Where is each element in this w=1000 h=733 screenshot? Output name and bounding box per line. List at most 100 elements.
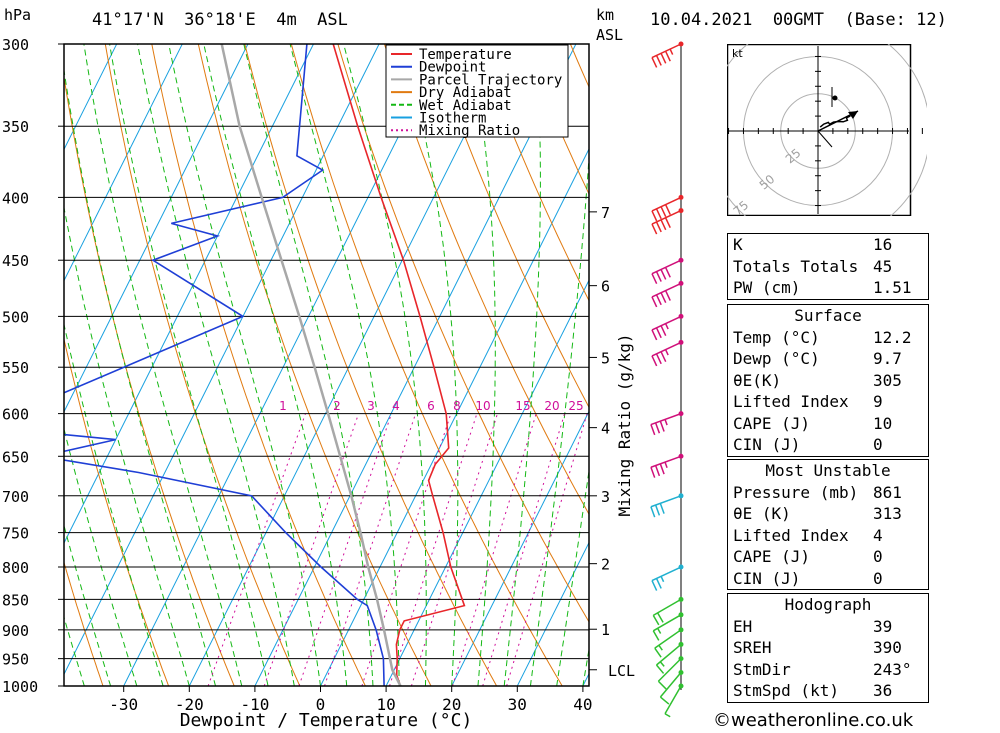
y-tick-label: 750 xyxy=(2,525,29,543)
x-tick-label: 40 xyxy=(573,695,592,714)
y-tick-label: 1000 xyxy=(2,678,38,696)
wind-barb-flag xyxy=(654,422,661,434)
y-tick-label: 300 xyxy=(2,36,29,54)
index-value: 16 xyxy=(873,235,893,254)
wind-barb-flag xyxy=(655,294,662,306)
y-tick-label: 400 xyxy=(2,189,29,207)
dry-adiabat-line xyxy=(64,560,104,686)
legend-entry: Dewpoint xyxy=(419,60,486,76)
height-tick-label: 2 xyxy=(601,556,610,574)
wind-barb-flag xyxy=(669,48,674,55)
x-tick-label: -10 xyxy=(240,695,269,714)
wind-barb xyxy=(654,629,682,649)
location-title: 41°17'N 36°18'E 4m ASL xyxy=(92,10,348,30)
surface-label: Temp (°C) xyxy=(733,327,820,347)
wind-barb-flag xyxy=(655,353,662,365)
surface-label: CAPE (J) xyxy=(733,413,811,433)
index-row: Totals Totals 45 xyxy=(728,256,928,278)
surface-title: Surface xyxy=(794,306,862,325)
surface-value: 305 xyxy=(873,370,902,390)
wet-adiabat-line xyxy=(529,150,589,686)
wind-barb-flag xyxy=(651,329,658,341)
index-row: PW (cm) 1.51 xyxy=(728,277,928,299)
dry-adiabat-line xyxy=(430,44,589,409)
hodograph-stat-row: StmDir 243° xyxy=(728,659,928,681)
wind-barb-flag xyxy=(651,296,658,308)
wind-barb-flag xyxy=(650,466,656,478)
wind-barb-flag xyxy=(660,219,667,231)
height-unit-label: km xyxy=(596,6,615,24)
wind-barb-flag xyxy=(655,55,662,66)
wet-adiabat-line xyxy=(64,205,190,686)
wind-barb-flag xyxy=(654,647,662,658)
height-tick-label: 3 xyxy=(601,488,610,506)
wind-barb-flag xyxy=(651,273,658,285)
height-unit-label-asl: ASL xyxy=(596,26,624,44)
wind-barb xyxy=(651,259,682,275)
height-tick-label: 1 xyxy=(601,621,610,639)
wind-barb xyxy=(652,598,682,616)
wind-barb-flag xyxy=(664,50,671,62)
y-tick-label: 900 xyxy=(2,622,29,640)
wind-barb-flag xyxy=(664,267,671,278)
legend-entry: Parcel Trajectory xyxy=(419,72,562,88)
most-unstable-label: CIN (J) xyxy=(733,568,801,588)
legend-entry: Dry Adiabat xyxy=(419,85,512,101)
wind-barb-flag xyxy=(650,506,656,518)
isotherm-line xyxy=(451,410,589,686)
dry-adiabat-line xyxy=(942,44,1000,686)
copyright-text: ©weatheronline.co.uk xyxy=(713,710,914,731)
wind-barb-flag xyxy=(659,463,665,475)
mixing-ratio-label: 15 xyxy=(515,399,530,413)
index-label: K xyxy=(733,235,743,254)
wet-adiabat-line xyxy=(503,44,541,686)
dry-adiabat-line xyxy=(383,44,589,516)
wet-adiabat-line xyxy=(203,44,348,686)
y-tick-label: 450 xyxy=(2,252,29,270)
surface-value: 10 xyxy=(873,413,893,433)
dry-adiabat-line xyxy=(476,44,589,302)
surface-row: Dewp (°C) 9.7 xyxy=(728,348,928,370)
wind-barb-flag xyxy=(659,661,665,667)
legend-entry: Isotherm xyxy=(419,111,486,127)
mixing-ratio-line xyxy=(389,413,478,686)
wind-barb-flag xyxy=(664,217,671,229)
wind-barb-flag xyxy=(651,223,658,235)
surface-value: 9.7 xyxy=(873,349,902,368)
isotherm-line xyxy=(64,44,315,545)
surface-label: CIN (J) xyxy=(733,435,801,454)
mixing-ratio-line xyxy=(482,413,566,686)
most-unstable-row: Pressure (mb) 861 xyxy=(728,482,928,504)
wind-barb-flag xyxy=(656,627,662,634)
mixing-ratio-label: 10 xyxy=(475,399,490,413)
hodograph-stat-row: SREH 390 xyxy=(728,637,928,659)
most-unstable-value: 861 xyxy=(873,482,902,502)
wind-barb-flag xyxy=(656,612,664,623)
wind-barb xyxy=(651,566,682,582)
most-unstable-row: θE (K) 313 xyxy=(728,503,928,525)
dry-adiabat-line xyxy=(337,44,589,623)
hodograph-stat-row: StmSpd (kt) 36 xyxy=(728,680,928,702)
wind-barb xyxy=(650,412,682,426)
surface-value: 12.2 xyxy=(873,327,912,347)
mixing-ratio-label: 3 xyxy=(367,399,375,413)
dry-adiabat-line xyxy=(290,44,563,686)
wind-barb-flag xyxy=(651,355,658,367)
wind-barb-flag xyxy=(655,578,662,589)
height-tick-label: 5 xyxy=(601,349,610,367)
wind-barb-flag xyxy=(655,208,662,220)
surface-value: 9 xyxy=(873,392,883,411)
x-tick-label: -20 xyxy=(175,695,204,714)
wind-barb-flag xyxy=(660,325,667,336)
x-tick-label: 0 xyxy=(316,695,326,714)
mixing-ratio-line xyxy=(207,413,306,686)
wind-barb-flag xyxy=(651,57,658,68)
y-tick-label: 550 xyxy=(2,359,29,377)
index-value: 45 xyxy=(873,256,893,276)
dry-adiabat-line xyxy=(64,337,170,686)
wind-barb-flag xyxy=(655,271,662,282)
x-tick-label: 20 xyxy=(442,695,461,714)
wind-barb xyxy=(650,495,682,508)
most-unstable-row: CIN (J) 0 xyxy=(728,568,928,590)
